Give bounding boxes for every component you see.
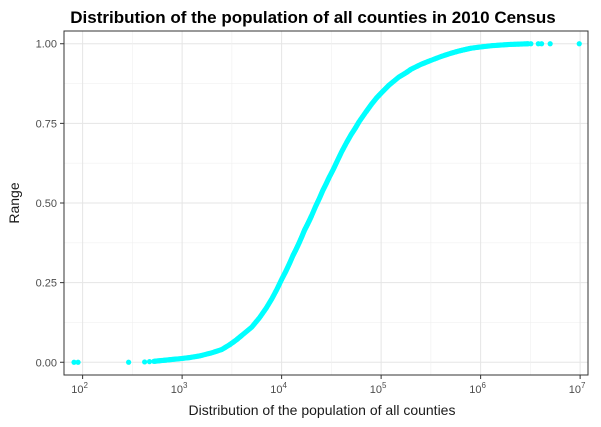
data-point (126, 359, 132, 365)
chart-title: Distribution of the population of all co… (70, 8, 555, 27)
x-axis-title: Distribution of the population of all co… (189, 402, 456, 418)
grid (64, 31, 588, 375)
x-axis: 102 103 104 105 106 107 (71, 375, 586, 396)
y-tick-label: 0.75 (36, 118, 57, 130)
x-tick-label: 106 (469, 381, 486, 396)
data-points (71, 41, 582, 365)
data-point (547, 41, 553, 47)
x-tick-label: 102 (71, 381, 88, 396)
y-axis: 0.00 0.25 0.50 0.75 1.00 (36, 39, 64, 369)
data-point (142, 359, 148, 365)
data-point (576, 41, 582, 47)
data-point (75, 359, 81, 365)
y-tick-label: 0.50 (36, 198, 57, 210)
y-tick-label: 1.00 (36, 39, 57, 51)
data-point (71, 359, 77, 365)
x-tick-label: 105 (370, 381, 387, 396)
y-axis-title: Range (6, 182, 22, 223)
x-tick-label: 103 (171, 381, 188, 396)
x-tick-label: 104 (270, 381, 287, 396)
x-tick-label: 107 (569, 381, 586, 396)
y-tick-label: 0.25 (36, 278, 57, 290)
data-point (538, 41, 545, 47)
data-point (528, 41, 534, 47)
y-tick-label: 0.00 (36, 357, 57, 369)
data-point (146, 359, 153, 365)
